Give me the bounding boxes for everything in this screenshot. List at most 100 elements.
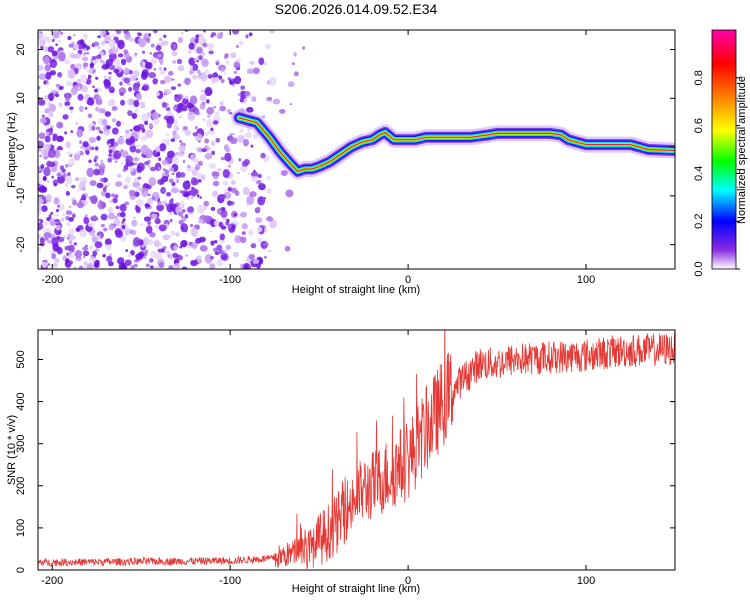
noise-speckle — [100, 162, 105, 167]
noise-speckle — [145, 225, 153, 234]
noise-speckle — [148, 33, 152, 37]
noise-speckle — [117, 136, 125, 145]
noise-speckle — [222, 217, 227, 221]
noise-speckle — [67, 233, 71, 237]
noise-speckle — [116, 181, 122, 186]
noise-speckle — [189, 66, 193, 70]
noise-speckle — [159, 79, 166, 85]
noise-speckle — [113, 58, 121, 66]
noise-speckle — [229, 137, 238, 145]
noise-speckle — [90, 232, 96, 238]
noise-speckle — [124, 229, 130, 236]
noise-speckle — [256, 179, 262, 185]
snr-x-tick-label: -100 — [219, 575, 241, 587]
noise-speckle — [89, 244, 94, 250]
ridge-layer-6 — [238, 117, 675, 172]
noise-speckle — [49, 152, 55, 157]
noise-speckle — [182, 126, 188, 131]
noise-speckle — [190, 196, 195, 200]
noise-speckle — [38, 167, 41, 170]
noise-speckle — [74, 53, 82, 59]
noise-speckle — [246, 106, 254, 113]
noise-speckle — [117, 53, 124, 58]
noise-speckle — [47, 263, 51, 266]
noise-speckle — [106, 255, 113, 263]
noise-speckle — [187, 111, 196, 122]
noise-speckle — [145, 61, 153, 70]
noise-speckle — [171, 156, 180, 165]
noise-speckle — [199, 245, 208, 252]
noise-speckle — [95, 126, 101, 131]
noise-speckle — [245, 34, 249, 39]
noise-speckle — [182, 98, 189, 104]
noise-speckle — [42, 55, 51, 65]
noise-speckle — [65, 97, 71, 102]
noise-speckle — [63, 235, 66, 239]
noise-speckle — [188, 245, 192, 249]
noise-speckle — [119, 203, 127, 212]
noise-speckle — [166, 122, 172, 129]
noise-speckle — [147, 221, 152, 225]
noise-speckle — [116, 173, 122, 178]
noise-speckle — [148, 72, 157, 79]
noise-speckle — [200, 52, 206, 57]
noise-speckle — [159, 143, 167, 152]
noise-speckle — [57, 39, 61, 43]
noise-speckle — [145, 129, 154, 139]
noise-speckle — [98, 54, 101, 57]
noise-speckle — [58, 102, 63, 107]
noise-speckle — [196, 194, 200, 198]
noise-speckle — [136, 81, 140, 84]
noise-speckle — [137, 32, 140, 36]
noise-speckle — [100, 159, 103, 163]
noise-speckle — [291, 62, 295, 66]
spectrogram-y-axis-label: Frequency (Hz) — [6, 112, 18, 188]
noise-speckle — [79, 140, 82, 144]
noise-speckle — [121, 224, 126, 230]
noise-speckle — [39, 240, 45, 247]
noise-speckle — [107, 143, 112, 147]
noise-speckle — [121, 150, 129, 158]
noise-speckle — [102, 227, 108, 232]
noise-speckle — [94, 162, 99, 167]
noise-speckle — [159, 61, 163, 65]
noise-speckle — [102, 253, 106, 258]
noise-speckle — [202, 118, 206, 121]
noise-speckle — [257, 196, 266, 206]
noise-speckle — [108, 76, 112, 81]
noise-speckle — [227, 164, 232, 168]
noise-speckle — [105, 59, 114, 66]
noise-speckle — [55, 43, 58, 47]
noise-speckle — [246, 195, 255, 205]
noise-speckle — [92, 250, 98, 257]
noise-speckle — [150, 265, 154, 269]
noise-speckle — [195, 237, 202, 244]
noise-speckle — [108, 223, 115, 231]
noise-speckle — [196, 46, 203, 54]
noise-speckle — [268, 100, 272, 103]
noise-speckle — [175, 176, 179, 179]
noise-speckle — [99, 30, 107, 37]
noise-speckle — [38, 65, 44, 71]
noise-speckle — [82, 42, 87, 47]
noise-speckle — [57, 145, 63, 150]
noise-speckle — [38, 205, 42, 212]
noise-speckle — [100, 108, 106, 113]
noise-speckle — [132, 236, 141, 247]
noise-speckle — [163, 34, 167, 39]
noise-speckle — [106, 32, 110, 35]
noise-speckle — [287, 81, 295, 88]
noise-speckle — [38, 220, 41, 224]
noise-speckle — [179, 201, 185, 206]
noise-speckle — [135, 148, 141, 154]
noise-speckle — [247, 172, 252, 175]
noise-speckle — [74, 249, 83, 259]
noise-speckle — [170, 187, 179, 194]
noise-speckle — [56, 172, 62, 177]
noise-speckle — [128, 86, 133, 92]
noise-speckle — [145, 263, 150, 268]
noise-speckle — [124, 176, 131, 184]
noise-speckle — [159, 68, 166, 76]
noise-speckle — [47, 239, 52, 244]
noise-speckle — [177, 37, 184, 44]
